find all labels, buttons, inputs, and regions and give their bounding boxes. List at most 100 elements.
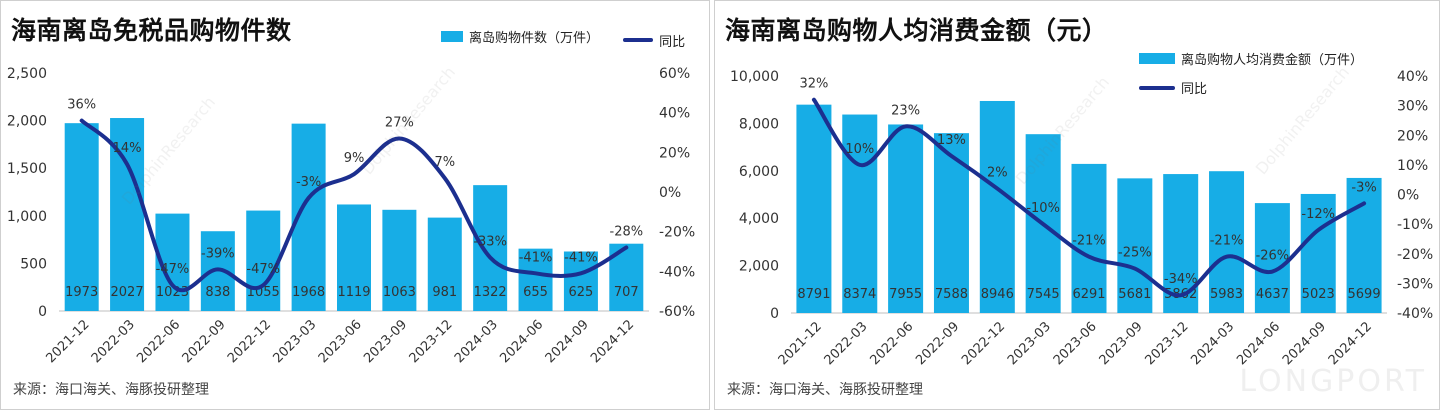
right-tick-label: -30% xyxy=(1397,276,1433,292)
bar-value-label: 1322 xyxy=(474,285,507,300)
left-tick-label: 6,000 xyxy=(739,164,779,180)
line-value-label: -41% xyxy=(519,250,553,265)
bar xyxy=(1346,177,1382,313)
line-value-label: -47% xyxy=(156,262,190,277)
bar xyxy=(337,204,371,311)
legend-item-line: 同比 xyxy=(1139,78,1363,97)
line-value-label: 36% xyxy=(67,98,96,113)
right-tick-label: -20% xyxy=(1397,247,1433,263)
chart-title: 海南离岛免税品购物件数 xyxy=(11,16,292,45)
line-value-label: -34% xyxy=(1164,272,1198,287)
x-tick-label: 2023-06 xyxy=(1051,319,1100,368)
chart-legend: 离岛购物人均消费金额（万件） 同比 xyxy=(1139,49,1363,107)
x-tick-label: 2024-03 xyxy=(1188,319,1237,368)
bar xyxy=(1209,171,1245,313)
bar xyxy=(1117,178,1153,313)
legend-line-swatch xyxy=(623,38,654,42)
x-tick-label: 2024-06 xyxy=(1234,319,1283,368)
legend-bar-swatch xyxy=(441,31,463,42)
left-tick-label: 0 xyxy=(38,304,47,320)
line-value-label: -26% xyxy=(1256,249,1290,264)
bar-value-label: 7588 xyxy=(935,287,968,302)
right-tick-label: -60% xyxy=(659,304,695,320)
line-value-label: 7% xyxy=(434,155,455,170)
line-value-label: -28% xyxy=(610,225,644,240)
bar-value-label: 8946 xyxy=(981,287,1014,302)
bar xyxy=(563,251,598,311)
x-tick-label: 2024-09 xyxy=(543,317,592,366)
line-value-label: 13% xyxy=(937,133,966,148)
bar-value-label: 6291 xyxy=(1072,287,1105,302)
x-tick-label: 2022-09 xyxy=(180,317,229,366)
bar-value-label: 625 xyxy=(569,285,594,300)
x-tick-label: 2024-03 xyxy=(452,317,501,366)
right-tick-label: -40% xyxy=(1397,306,1433,322)
chart-title: 海南离岛购物人均消费金额（元） xyxy=(725,16,1108,45)
line-value-label: -10% xyxy=(1026,201,1060,216)
left-tick-label: 0 xyxy=(770,306,779,322)
bar xyxy=(842,114,878,314)
right-tick-label: 20% xyxy=(1397,128,1428,144)
right-tick-label: 40% xyxy=(1397,69,1428,85)
right-tick-label: -40% xyxy=(659,264,695,280)
yoy-line xyxy=(811,97,1367,298)
bar-value-label: 981 xyxy=(432,285,457,300)
line-value-label: 2% xyxy=(987,166,1008,181)
left-tick-label: 2,000 xyxy=(7,114,47,130)
x-tick-label: 2024-12 xyxy=(1326,319,1375,368)
chart-canvas-avg-spend: 0 2,000 4,000 6,000 8,000 10,000 -40% -30% -20% -… xyxy=(730,69,1433,368)
line-value-label: -47% xyxy=(246,262,280,277)
left-tick-label: 4,000 xyxy=(739,211,779,227)
bar xyxy=(427,217,462,311)
bar xyxy=(518,248,553,311)
line-value-label: -25% xyxy=(1118,246,1152,261)
bar xyxy=(979,100,1015,313)
bar-value-label: 2027 xyxy=(111,285,144,300)
line-value-label: 14% xyxy=(113,141,142,156)
bar xyxy=(64,123,99,311)
bar xyxy=(888,124,924,314)
chart-legend: 离岛购物件数（万件） 同比 xyxy=(441,27,685,60)
legend-line-swatch xyxy=(1139,85,1175,90)
bar-value-label: 1973 xyxy=(65,285,98,300)
bar xyxy=(382,209,417,311)
chart-panel-avg-spend: 0 2,000 4,000 6,000 8,000 10,000 -40% -30% -20% -… xyxy=(714,0,1440,410)
bar xyxy=(1071,163,1107,313)
x-tick-label: 2021-12 xyxy=(43,317,92,366)
bar-value-label: 7955 xyxy=(889,287,922,302)
bar-value-label: 838 xyxy=(205,285,230,300)
line-value-label: -3% xyxy=(296,175,321,190)
bar-value-label: 1119 xyxy=(337,285,370,300)
line-value-label: -3% xyxy=(1351,180,1376,195)
x-tick-label: 2024-09 xyxy=(1280,319,1329,368)
x-tick-label: 2023-12 xyxy=(1142,319,1191,368)
right-tick-label: 40% xyxy=(659,106,690,122)
bar-value-label: 5681 xyxy=(1118,287,1151,302)
yoy-line xyxy=(79,118,629,293)
bar xyxy=(1254,203,1290,313)
bar xyxy=(473,185,508,311)
legend-item-bar: 离岛购物件数（万件） xyxy=(441,27,599,46)
chart-source: 来源：海口海关、海豚投研整理 xyxy=(13,382,209,398)
x-tick-label: 2022-06 xyxy=(134,317,183,366)
x-tick-label: 2022-06 xyxy=(867,319,916,368)
bar xyxy=(246,210,281,311)
left-tick-label: 1,500 xyxy=(7,161,47,177)
legend-bar-swatch xyxy=(1139,53,1175,64)
right-tick-label: 0% xyxy=(1397,188,1419,204)
x-tick-label: 2023-09 xyxy=(1097,319,1146,368)
bar-value-label: 655 xyxy=(523,285,548,300)
bar-value-label: 1968 xyxy=(292,285,325,300)
legend-bar-label: 离岛购物件数（万件） xyxy=(469,31,600,46)
bar-value-label: 5983 xyxy=(1210,287,1243,302)
legend-bar-label: 离岛购物人均消费金额（万件） xyxy=(1181,53,1364,68)
x-tick-label: 2023-03 xyxy=(270,317,319,366)
x-tick-label: 2023-03 xyxy=(1005,319,1054,368)
line-value-label: -41% xyxy=(564,250,598,265)
bar-value-label: 4637 xyxy=(1256,287,1289,302)
legend-item-line: 同比 xyxy=(623,31,685,50)
right-tick-label: -20% xyxy=(659,225,695,241)
bar-value-label: 7545 xyxy=(1027,287,1060,302)
left-tick-label: 8,000 xyxy=(739,116,779,132)
right-tick-label: -10% xyxy=(1397,217,1433,233)
